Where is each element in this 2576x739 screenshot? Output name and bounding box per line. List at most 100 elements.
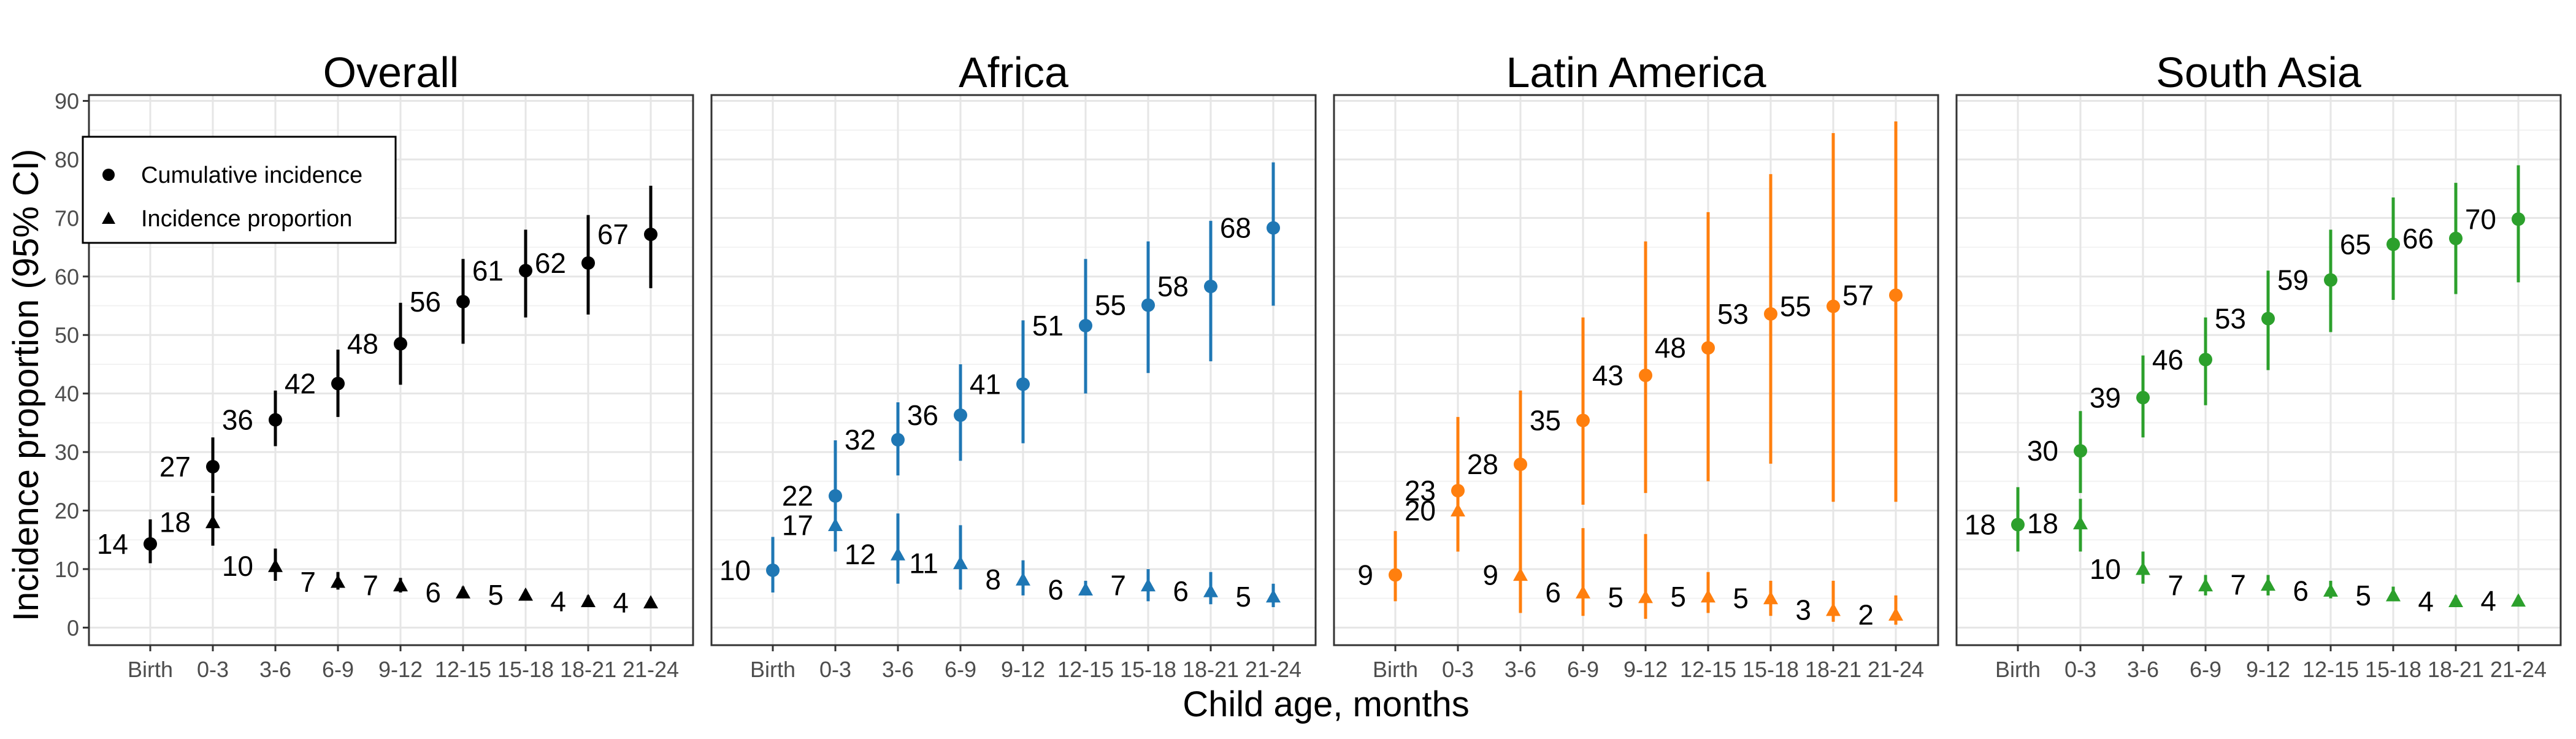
panel-latin-america: Latin America Birth 0-3 3-6 6-9 9-12 12-15 15-1… bbox=[1333, 48, 1939, 682]
x-tick-label: 9-12 bbox=[378, 657, 423, 682]
cumulative-point bbox=[269, 413, 282, 427]
legend-box bbox=[82, 136, 397, 244]
incidence-point bbox=[1513, 567, 1528, 581]
incidence-data-label: 6 bbox=[425, 576, 441, 608]
cumulative-data-label: 14 bbox=[97, 528, 128, 560]
x-tick-label: 15-18 bbox=[2365, 657, 2421, 682]
cumulative-point bbox=[891, 433, 905, 447]
incidence-data-label: 5 bbox=[488, 579, 504, 611]
cumulative-point bbox=[1389, 568, 1402, 582]
cumulative-point bbox=[1639, 369, 1652, 383]
cumulative-data-label: 48 bbox=[347, 328, 378, 360]
cumulative-point bbox=[1204, 280, 1217, 294]
incidence-data-label: 20 bbox=[1405, 495, 1436, 527]
x-tick-label: Birth bbox=[1995, 657, 2041, 682]
incidence-point bbox=[953, 556, 968, 570]
incidence-point bbox=[581, 594, 596, 608]
incidence-point bbox=[1701, 589, 1715, 603]
incidence-point bbox=[2261, 577, 2275, 591]
x-tick-label: 6-9 bbox=[322, 657, 354, 682]
incidence-data-label: 4 bbox=[613, 586, 629, 618]
incidence-point bbox=[828, 518, 843, 531]
x-tick-label: 0-3 bbox=[819, 657, 851, 682]
cumulative-data-label: 56 bbox=[410, 286, 441, 318]
incidence-data-label: 10 bbox=[2090, 553, 2121, 585]
cumulative-point bbox=[2011, 518, 2025, 532]
panel-background bbox=[1334, 95, 1938, 645]
x-tick-label: 6-9 bbox=[945, 657, 976, 682]
x-tick-label: 21-24 bbox=[2490, 657, 2547, 682]
cumulative-data-label: 53 bbox=[1717, 298, 1749, 330]
cumulative-point bbox=[1701, 341, 1715, 355]
cumulative-point bbox=[1827, 299, 1840, 313]
panel-border bbox=[1955, 94, 2562, 646]
cumulative-data-label: 51 bbox=[1032, 310, 1064, 342]
panel-title: Overall bbox=[323, 48, 459, 96]
x-tick-label: Birth bbox=[128, 657, 173, 682]
incidence-data-label: 7 bbox=[1110, 570, 1126, 602]
panel-border bbox=[88, 94, 694, 646]
incidence-data-label: 7 bbox=[2168, 570, 2183, 602]
x-tick-label: Birth bbox=[1373, 657, 1418, 682]
panel-border bbox=[710, 94, 1317, 646]
cumulative-data-label: 61 bbox=[472, 255, 504, 286]
incidence-point bbox=[2386, 588, 2401, 602]
cumulative-point bbox=[644, 228, 657, 242]
incidence-data-label: 5 bbox=[2355, 580, 2371, 611]
incidence-data-label: 5 bbox=[1670, 581, 1686, 613]
x-tick-label: 12-15 bbox=[1680, 657, 1736, 682]
cumulative-data-label: 32 bbox=[845, 424, 876, 456]
x-tick-label: 6-9 bbox=[1567, 657, 1599, 682]
legend-entry-label: Incidence proportion bbox=[141, 206, 352, 232]
x-tick-label: 18-21 bbox=[2428, 657, 2484, 682]
x-tick-label: 6-9 bbox=[2190, 657, 2221, 682]
cumulative-point bbox=[519, 264, 532, 278]
y-tick-label: 20 bbox=[55, 499, 79, 524]
x-tick-label: 9-12 bbox=[2246, 657, 2290, 682]
cumulative-data-label: 22 bbox=[782, 480, 813, 512]
incidence-data-label: 2 bbox=[1858, 599, 1874, 630]
legend-triangle-marker bbox=[102, 212, 115, 224]
incidence-point bbox=[331, 574, 345, 588]
x-tick-label: 15-18 bbox=[1742, 657, 1799, 682]
cumulative-point bbox=[2512, 212, 2525, 226]
incidence-point bbox=[1763, 591, 1778, 605]
incidence-data-label: 5 bbox=[1235, 581, 1251, 613]
cumulative-data-label: 66 bbox=[2402, 223, 2434, 255]
incidence-data-label: 4 bbox=[2418, 585, 2434, 617]
cumulative-data-label: 36 bbox=[222, 404, 253, 436]
x-tick-label: 12-15 bbox=[435, 657, 491, 682]
panel-title: Latin America bbox=[1506, 48, 1766, 96]
x-tick-label: 21-24 bbox=[1868, 657, 1924, 682]
panel-title: South Asia bbox=[2156, 48, 2361, 96]
x-tick-label: 9-12 bbox=[1001, 657, 1045, 682]
incidence-data-label: 6 bbox=[2293, 575, 2309, 607]
x-tick-label: 3-6 bbox=[882, 657, 914, 682]
x-tick-label: 18-21 bbox=[1805, 657, 1861, 682]
incidence-data-label: 3 bbox=[1795, 594, 1811, 626]
cumulative-point bbox=[331, 377, 345, 391]
incidence-point bbox=[1141, 578, 1156, 592]
panel-background bbox=[711, 95, 1316, 645]
incidence-data-label: 10 bbox=[222, 550, 253, 582]
incidence-point bbox=[2198, 578, 2213, 592]
cumulative-data-label: 43 bbox=[1592, 359, 1623, 391]
cumulative-point bbox=[1576, 413, 1590, 427]
incidence-data-label: 17 bbox=[782, 509, 813, 541]
incidence-point bbox=[643, 595, 658, 608]
legend-entry-label: Cumulative incidence bbox=[141, 163, 362, 188]
cumulative-data-label: 55 bbox=[1780, 290, 1811, 322]
cumulative-point bbox=[206, 459, 220, 473]
x-tick-label: 18-21 bbox=[560, 657, 616, 682]
cumulative-data-label: 9 bbox=[1357, 559, 1373, 591]
panel-title: Africa bbox=[959, 48, 1068, 96]
incidence-point bbox=[2073, 516, 2088, 530]
cumulative-point bbox=[1079, 318, 1092, 332]
incidence-data-label: 6 bbox=[1545, 576, 1561, 608]
legend-circle-marker bbox=[102, 169, 115, 181]
incidence-data-label: 18 bbox=[159, 507, 191, 538]
incidence-data-label: 9 bbox=[1482, 559, 1498, 591]
cumulative-point bbox=[766, 563, 780, 577]
incidence-point bbox=[518, 587, 533, 601]
